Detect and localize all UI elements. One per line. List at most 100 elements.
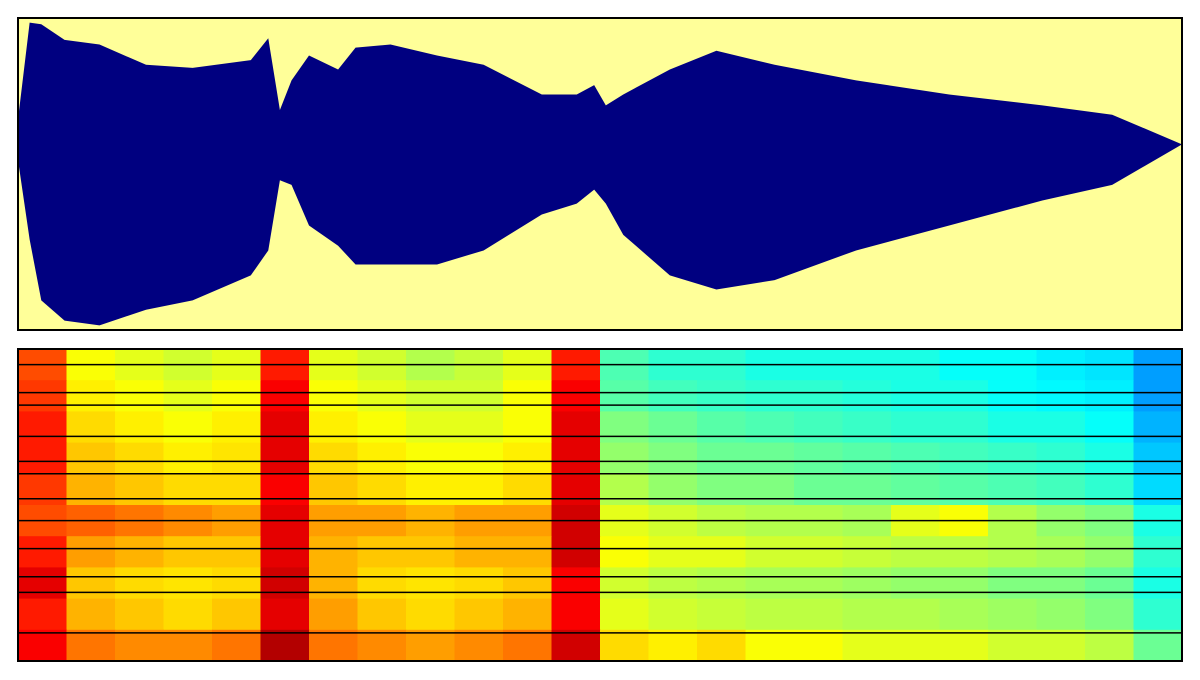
heatmap-cell — [260, 567, 310, 600]
heatmap-cell — [503, 536, 552, 568]
waveform-panel — [18, 18, 1182, 330]
heatmap-cell — [551, 380, 601, 412]
heatmap-cell — [163, 442, 213, 475]
heatmap-cell — [212, 629, 261, 662]
heatmap-cell — [18, 536, 67, 568]
heatmap-cell — [1085, 629, 1134, 662]
heatmap-cell — [454, 473, 504, 506]
heatmap-cell — [163, 380, 213, 412]
heatmap-cell — [648, 598, 698, 631]
heatmap-cell — [939, 380, 989, 412]
heatmap-cell — [988, 473, 1037, 506]
heatmap-cell — [260, 629, 310, 662]
heatmap-cell — [212, 473, 261, 506]
heatmap-cell — [600, 629, 649, 662]
heatmap-cell — [551, 629, 601, 662]
heatmap-cell — [745, 473, 795, 506]
heatmap-cell — [309, 536, 358, 568]
heatmap-cell — [1085, 598, 1134, 631]
heatmap-cell — [745, 536, 795, 568]
heatmap-cell — [648, 380, 698, 412]
heatmap-cell — [745, 598, 795, 631]
heatmap-cell — [794, 411, 843, 444]
heatmap-cell — [551, 598, 601, 631]
heatmap-cell — [1085, 380, 1134, 412]
heatmap-cell — [115, 536, 164, 568]
heatmap-cell — [891, 536, 940, 568]
heatmap-cell — [1085, 442, 1134, 475]
heatmap-cell — [18, 629, 67, 662]
heatmap-cell — [66, 567, 116, 600]
heatmap-cell — [163, 411, 213, 444]
heatmap-cell — [600, 598, 649, 631]
heatmap-cell — [212, 598, 261, 631]
heatmap-cell — [988, 536, 1037, 568]
heatmap-cell — [1085, 473, 1134, 506]
heatmap-cell — [1085, 411, 1134, 444]
heatmap-cell — [18, 567, 67, 600]
heatmap-cell — [357, 536, 407, 568]
heatmap-cell — [309, 567, 358, 600]
heatmap-cell — [842, 473, 892, 506]
heatmap-cell — [697, 598, 746, 631]
heatmap-cell — [260, 380, 310, 412]
heatmap-cell — [697, 442, 746, 475]
heatmap-cell — [309, 473, 358, 506]
heatmap-cell — [842, 567, 892, 600]
heatmap-cell — [794, 567, 843, 600]
heatmap-cell — [1036, 380, 1086, 412]
heatmap-cell — [357, 411, 407, 444]
heatmap-cell — [842, 629, 892, 662]
heatmap-cell — [1036, 567, 1086, 600]
heatmap-cell — [745, 629, 795, 662]
heatmap-cell — [406, 629, 455, 662]
heatmap-cell — [1133, 411, 1183, 444]
heatmap-cell — [406, 442, 455, 475]
heatmap-cell — [697, 536, 746, 568]
heatmap-cell — [18, 473, 67, 506]
heatmap-cell — [1133, 380, 1183, 412]
heatmap-cell — [454, 442, 504, 475]
heatmap-cell — [260, 411, 310, 444]
heatmap-cell — [454, 536, 504, 568]
heatmap-cell — [357, 598, 407, 631]
heatmap-cell — [357, 629, 407, 662]
heatmap-cell — [939, 442, 989, 475]
heatmap-cell — [406, 380, 455, 412]
heatmap-cell — [794, 598, 843, 631]
heatmap-cell — [309, 442, 358, 475]
heatmap-cell — [600, 536, 649, 568]
heatmap-cell — [697, 411, 746, 444]
heatmap-cell — [551, 473, 601, 506]
heatmap-cell — [988, 567, 1037, 600]
heatmap-cell — [1133, 629, 1183, 662]
heatmap-cell — [357, 442, 407, 475]
heatmap-cell — [18, 411, 67, 444]
heatmap-cell — [1036, 629, 1086, 662]
heatmap-cell — [309, 380, 358, 412]
heatmap-cell — [1036, 536, 1086, 568]
heatmap-cell — [891, 473, 940, 506]
heatmap-cell — [1133, 442, 1183, 475]
heatmap-cell — [842, 598, 892, 631]
heatmap-cell — [212, 536, 261, 568]
heatmap-cell — [939, 536, 989, 568]
heatmap-cell — [66, 629, 116, 662]
heatmap-cell — [1133, 598, 1183, 631]
heatmap-cell — [454, 598, 504, 631]
heatmap-cell — [115, 473, 164, 506]
heatmap-cell — [357, 567, 407, 600]
heatmap-cell — [745, 442, 795, 475]
heatmap-cell — [66, 598, 116, 631]
heatmap-cell — [891, 567, 940, 600]
panel-frame — [17, 348, 1183, 662]
heatmap-cell — [309, 411, 358, 444]
heatmap-cell — [115, 598, 164, 631]
heatmap-cell — [794, 536, 843, 568]
heatmap-cell — [406, 536, 455, 568]
heatmap-cell — [939, 411, 989, 444]
heatmap-cell — [260, 598, 310, 631]
heatmap-cell — [794, 442, 843, 475]
heatmap-cell — [648, 567, 698, 600]
